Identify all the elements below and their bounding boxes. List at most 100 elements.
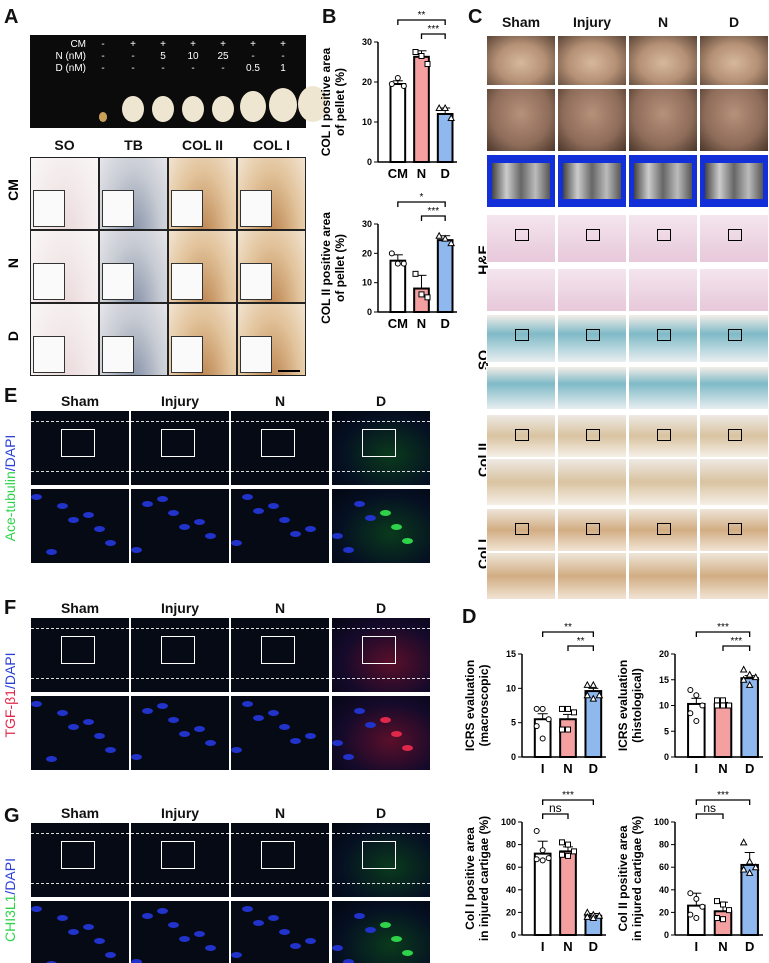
stain-image — [99, 230, 168, 303]
cell-nucleus — [305, 938, 316, 944]
boundary-line — [332, 678, 430, 679]
data-point — [687, 890, 694, 897]
cell-nucleus — [131, 959, 142, 963]
y-tick-label: 60 — [659, 862, 669, 872]
y-tick-label: 20 — [506, 907, 516, 917]
cell-nucleus — [57, 503, 68, 509]
data-point — [720, 702, 726, 709]
data-point — [539, 847, 546, 854]
cell-nucleus — [205, 740, 216, 746]
cell-nucleus — [343, 959, 354, 963]
inset-image — [33, 335, 66, 373]
pellet-photo: CM - + + + + + + + N (nM) - -5 10 25- - - D (nM) - - - - -0.5… — [30, 35, 328, 128]
col-header: Sham — [60, 393, 100, 409]
data-point — [693, 692, 700, 699]
macroscopic-photo — [628, 35, 698, 86]
cell-nucleus — [279, 929, 290, 935]
cell-nucleus — [332, 740, 343, 746]
cell-nucleus — [68, 724, 79, 730]
data-point — [533, 856, 540, 863]
zoom-box — [586, 229, 600, 241]
significance-label: ** — [418, 10, 426, 21]
cell-nucleus — [391, 731, 402, 737]
data-point — [751, 863, 760, 871]
col-header: N — [657, 14, 669, 30]
stain-image — [237, 303, 306, 376]
cell-nucleus — [57, 915, 68, 921]
fluorescence-overview — [30, 410, 130, 486]
x-tick-label: I — [541, 939, 545, 954]
stain-image — [99, 157, 168, 230]
cell-nucleus — [194, 931, 205, 937]
y-tick-label: 0 — [664, 752, 669, 762]
histology-zoom — [557, 552, 627, 600]
cell-nucleus — [402, 950, 413, 956]
zoom-box — [161, 841, 195, 869]
stain-image — [237, 157, 306, 230]
cell-nucleus — [231, 952, 242, 958]
3d-scan-image — [557, 154, 627, 208]
boundary-line — [131, 833, 229, 834]
data-point — [539, 857, 546, 864]
significance-bracket — [397, 201, 446, 207]
pellet — [122, 95, 144, 122]
significance-label: *** — [427, 24, 439, 35]
significance-label: ** — [577, 636, 585, 647]
bar-N — [713, 702, 733, 758]
treatment-value: - — [131, 51, 135, 62]
treatment-value: - — [101, 51, 105, 62]
cell-nucleus — [253, 715, 264, 721]
fluorescence-overview — [230, 617, 330, 693]
fluorescence-zoom — [130, 900, 230, 963]
cell-nucleus — [68, 517, 79, 523]
significance-bracket — [420, 33, 446, 39]
fluorescence-overview — [230, 822, 330, 898]
significance-bracket — [722, 645, 751, 651]
inset-image — [240, 189, 273, 227]
data-point — [589, 694, 598, 702]
data-point — [565, 726, 571, 733]
cell-nucleus — [157, 908, 168, 914]
bar-N — [559, 850, 577, 937]
panel-e-label: E — [4, 385, 18, 407]
stain-label: Ace-tubulin/DAPI — [2, 433, 18, 543]
cell-nucleus — [343, 754, 354, 760]
panel-g-label: G — [4, 805, 20, 827]
fluorescence-zoom — [331, 695, 431, 771]
cell-nucleus — [391, 936, 402, 942]
histology-zoom — [628, 268, 698, 312]
3d-scan-image — [628, 154, 698, 208]
inset-image — [102, 262, 135, 300]
cell-nucleus — [290, 943, 301, 949]
histology-overview — [699, 214, 769, 263]
significance-label: *** — [717, 622, 729, 633]
cell-nucleus — [46, 961, 57, 963]
x-tick-label: N — [417, 166, 426, 181]
data-point — [400, 260, 407, 267]
boundary-line — [31, 471, 129, 472]
fluorescence-overview — [230, 410, 330, 486]
y-tick-label: 15 — [506, 649, 516, 659]
stain-image — [30, 157, 99, 230]
y-tick-label: 15 — [659, 675, 669, 685]
boundary-line — [31, 678, 129, 679]
fluorescence-overview — [331, 822, 431, 898]
data-point — [745, 670, 754, 678]
fluorescence-zoom — [331, 900, 431, 963]
y-axis-label: COL I positive areaof pellet (%) — [319, 47, 347, 156]
cell-nucleus — [131, 754, 142, 760]
data-point — [595, 691, 604, 699]
cell-nucleus — [242, 494, 253, 500]
col-header: Sham — [501, 14, 541, 30]
cell-nucleus — [253, 920, 264, 926]
data-point — [447, 239, 456, 247]
panel-d-label: D — [462, 606, 477, 628]
histology-overview — [486, 214, 556, 263]
chart-icrs-histological: ICRS evaluation(histological) 0 5 10 15 20 I N D… — [616, 622, 763, 776]
col-header: Sham — [60, 600, 100, 616]
col-header: N — [274, 600, 286, 616]
col-header: N — [274, 393, 286, 409]
treatment-value: 2.5 — [306, 63, 320, 74]
data-point — [418, 53, 425, 59]
